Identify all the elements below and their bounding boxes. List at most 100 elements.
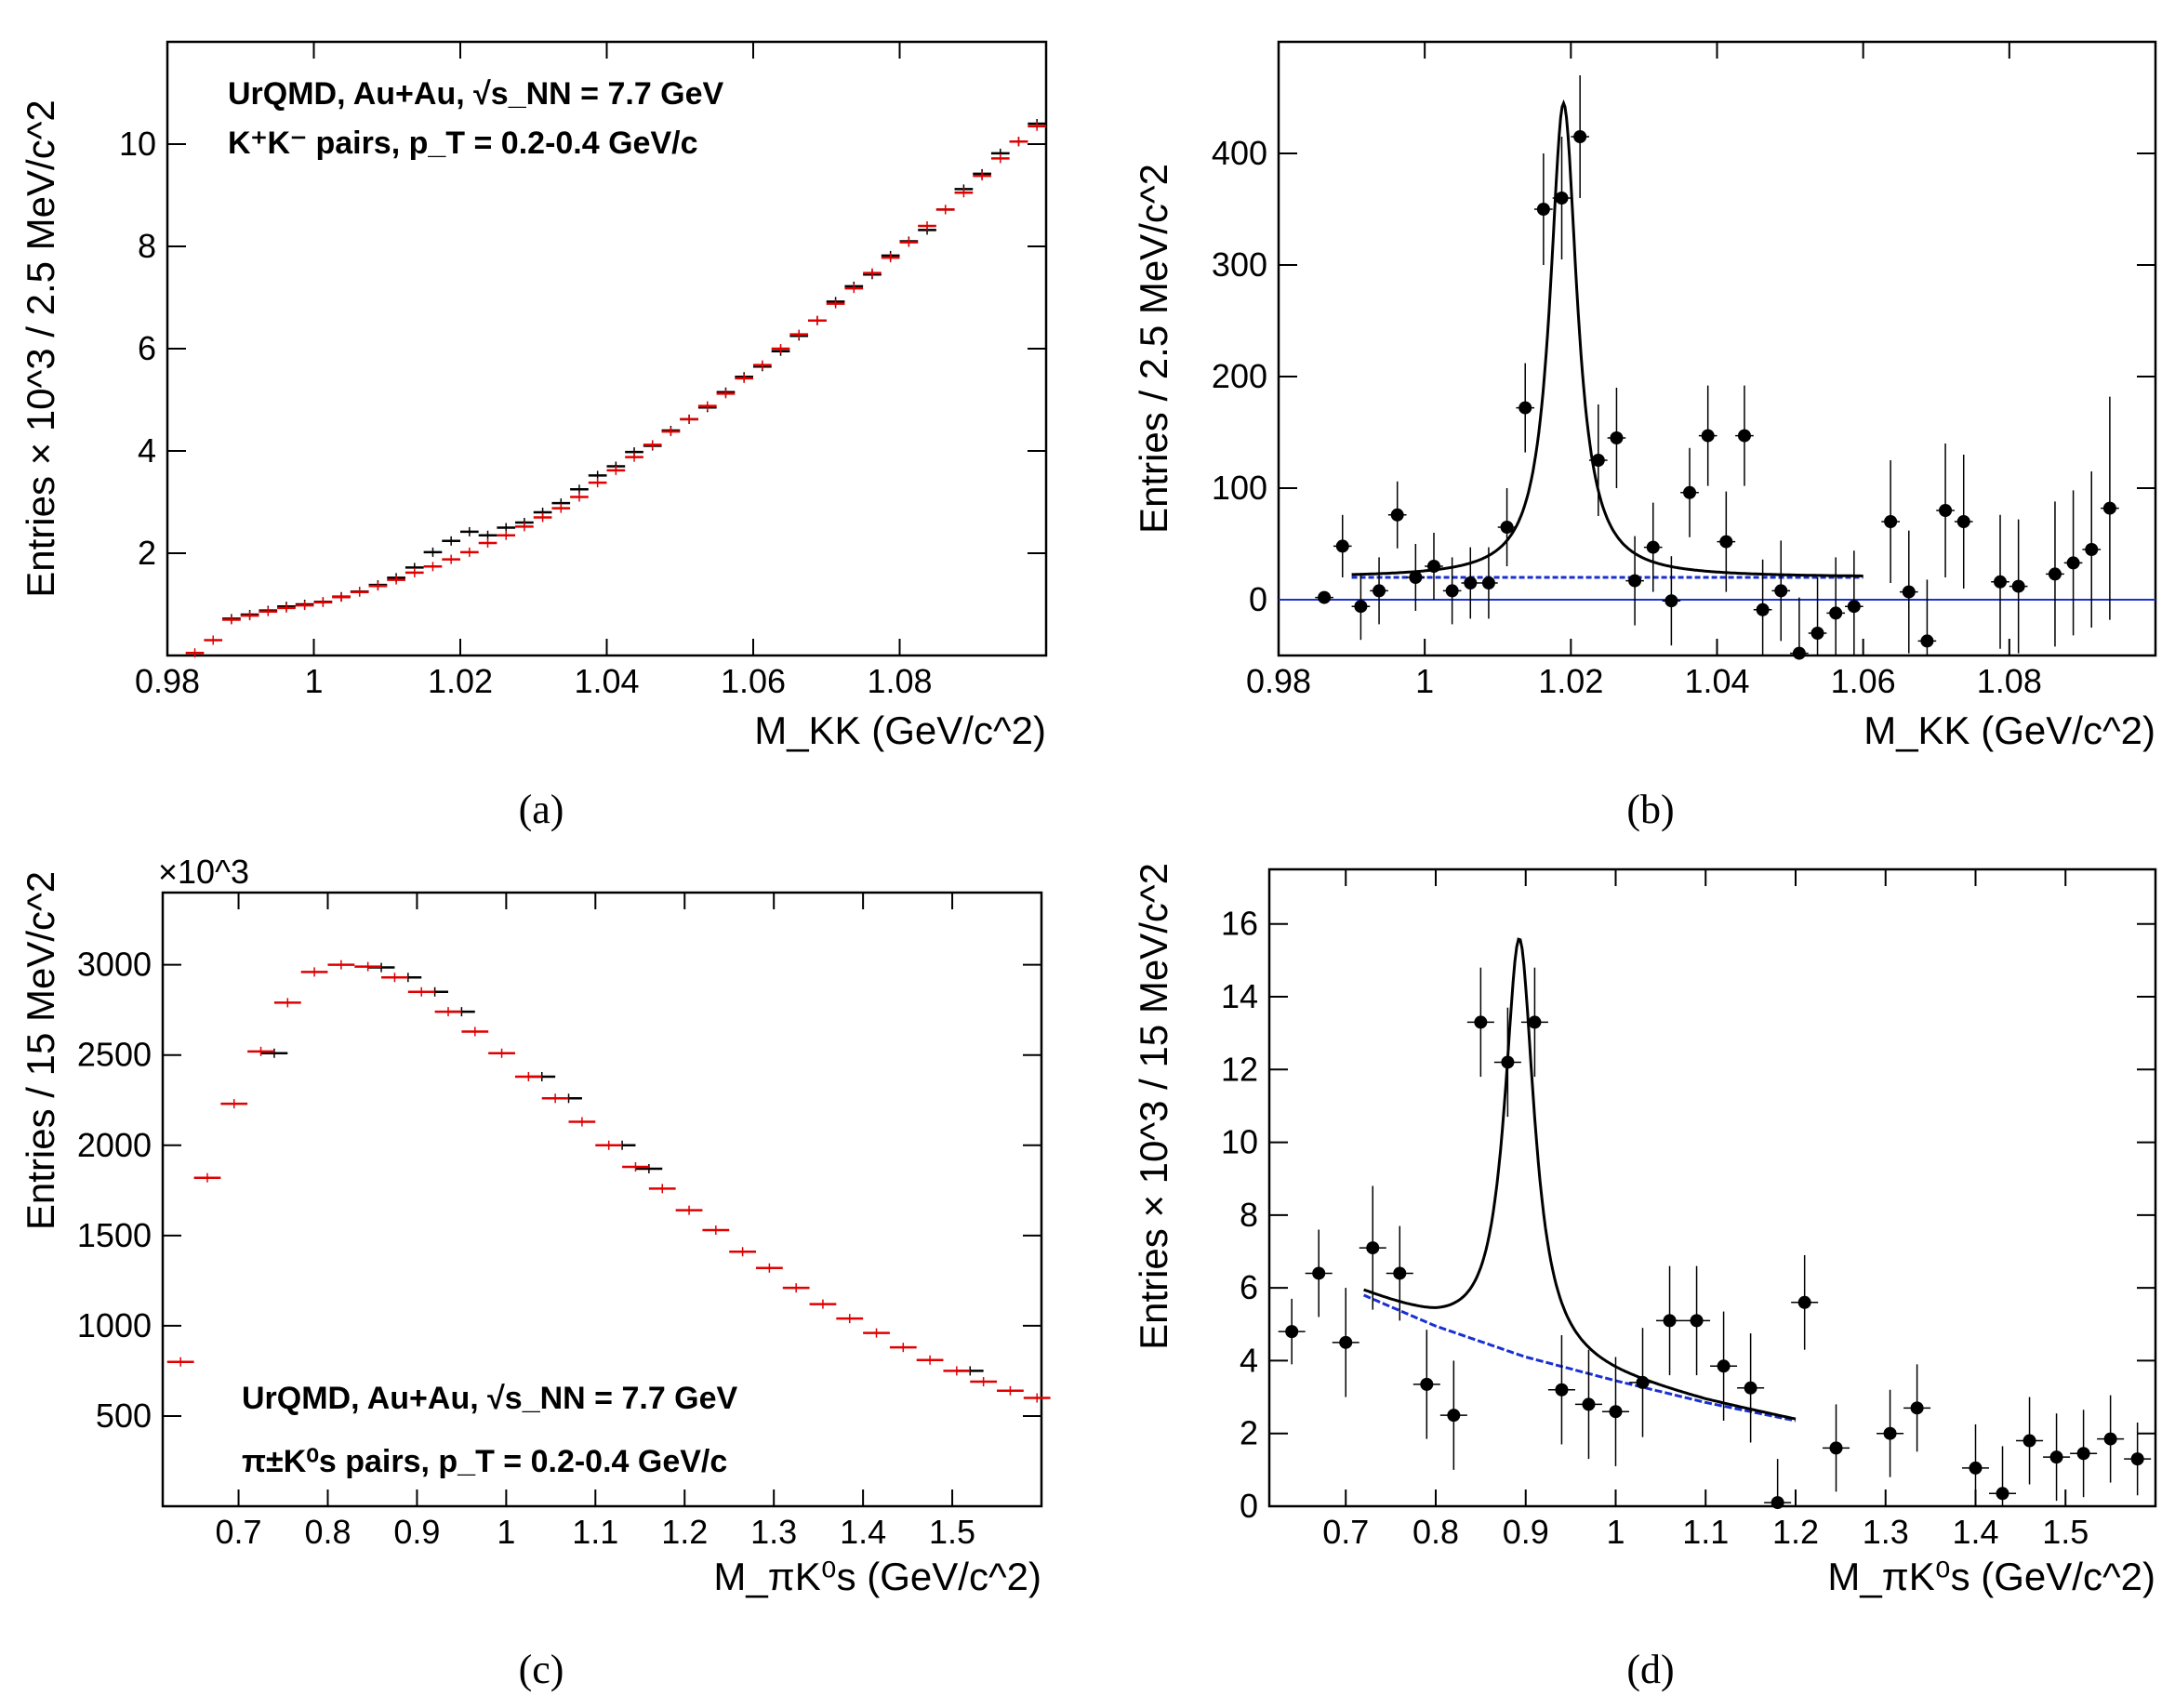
x-tick-label: 0.9 <box>1503 1513 1549 1551</box>
x-tick-label: 1.1 <box>1682 1513 1729 1551</box>
panel-b-x-label: M_KK (GeV/c^2) <box>1863 708 2155 752</box>
x-tick-label: 0.7 <box>1322 1513 1369 1551</box>
panel-a-x-label: M_KK (GeV/c^2) <box>754 708 1046 752</box>
x-tick-label: 1.04 <box>1684 662 1749 700</box>
data-point <box>1500 521 1514 534</box>
data-point <box>1797 1295 1811 1309</box>
y-tick-label: 200 <box>1212 357 1267 395</box>
data-point <box>1555 192 1569 205</box>
y-tick-label: 8 <box>138 227 156 265</box>
x-tick-label: 1 <box>497 1513 515 1551</box>
y-tick-label: 4 <box>1240 1341 1258 1379</box>
data-point <box>1285 1325 1299 1339</box>
data-point <box>1847 600 1861 614</box>
panel-c-y-label: Entries / 15 MeV/c^2 <box>19 871 62 1230</box>
panel-c-frame <box>161 891 1043 1508</box>
x-tick-label: 1 <box>1415 662 1434 700</box>
data-point <box>1744 1381 1757 1395</box>
panel-c-multiplier: ×10^3 <box>158 853 249 891</box>
data-point <box>1610 431 1624 444</box>
x-tick-label: 1 <box>1606 1513 1625 1551</box>
data-point <box>1646 540 1660 554</box>
y-tick-label: 100 <box>1212 469 1267 507</box>
y-tick-label: 300 <box>1212 245 1267 284</box>
data-point <box>1756 602 1770 616</box>
x-tick-label: 1.1 <box>572 1513 618 1551</box>
data-point <box>1519 401 1532 415</box>
data-point <box>1690 1314 1704 1328</box>
x-tick-label: 1.06 <box>1831 662 1896 700</box>
y-tick-label: 2500 <box>77 1036 152 1074</box>
x-tick-label: 1.02 <box>428 662 493 700</box>
x-tick-label: 1.4 <box>840 1513 886 1551</box>
data-point <box>2048 567 2062 581</box>
data-point <box>1996 1487 2009 1501</box>
y-tick-label: 6 <box>1240 1268 1258 1306</box>
data-point <box>2066 556 2080 570</box>
panel-b-marks <box>1279 75 2155 660</box>
panel-b-y-label: Entries / 2.5 MeV/c^2 <box>1132 164 1175 534</box>
y-tick-label: 10 <box>1221 1123 1258 1161</box>
y-tick-label: 3000 <box>77 946 152 984</box>
data-point <box>1464 576 1478 589</box>
data-point <box>1555 1383 1569 1397</box>
panel-c: 0.7 0.8 0.9 1 1.1 1.2 1.3 1.4 1.5 500 1000 1500 2000… <box>19 853 1051 1692</box>
data-point <box>2102 501 2116 515</box>
data-point <box>1628 574 1642 588</box>
y-tick-label: 1500 <box>77 1216 152 1254</box>
y-tick-label: 6 <box>138 329 156 367</box>
x-tick-label: 1.3 <box>1863 1513 1909 1551</box>
data-point <box>1884 515 1898 528</box>
data-point <box>1609 1405 1623 1419</box>
data-point <box>1829 606 1843 620</box>
y-tick-label: 10 <box>119 125 156 163</box>
data-point <box>2076 1447 2090 1461</box>
data-point <box>1318 590 1332 604</box>
x-tick-label: 1 <box>304 662 323 700</box>
x-tick-label: 1.3 <box>750 1513 797 1551</box>
data-point <box>1956 515 1970 528</box>
panel-c-annotation-1: UrQMD, Au+Au, √s_NN = 7.7 GeV <box>242 1381 738 1416</box>
data-point <box>1312 1266 1326 1280</box>
panel-a: 0.98 1 1.02 1.04 1.06 1.08 2 4 6 8 10 UrQMD, Au+Au… <box>19 40 1048 832</box>
data-point <box>1902 585 1916 599</box>
x-tick-label: 1.2 <box>661 1513 708 1551</box>
data-point <box>1393 1266 1407 1280</box>
data-point <box>2022 1434 2036 1448</box>
x-tick-label: 1.2 <box>1772 1513 1819 1551</box>
signal-fit-curve <box>1363 937 1797 1421</box>
y-tick-label: 14 <box>1221 977 1258 1015</box>
data-point <box>2130 1452 2144 1466</box>
data-point <box>2103 1432 2117 1446</box>
panel-b: 0.98 1 1.02 1.04 1.06 1.08 0 100 200 300 400 Entri… <box>1132 40 2157 832</box>
y-tick-label: 2000 <box>77 1126 152 1164</box>
data-point <box>1939 504 1953 517</box>
data-point <box>1591 454 1605 467</box>
x-tick-label: 1.08 <box>867 662 932 700</box>
data-point <box>1366 1241 1380 1255</box>
y-tick-label: 2 <box>1240 1414 1258 1452</box>
data-point <box>1573 130 1587 143</box>
data-point <box>1664 594 1678 608</box>
background-fit-curve <box>1363 1293 1797 1423</box>
data-point <box>1636 1375 1650 1389</box>
y-tick-label: 16 <box>1221 905 1258 943</box>
y-tick-label: 2 <box>138 534 156 572</box>
data-point <box>1373 584 1386 598</box>
data-point <box>2049 1450 2063 1464</box>
data-point <box>1737 429 1751 443</box>
data-point <box>1420 1377 1434 1391</box>
y-tick-label: 0 <box>1249 580 1267 618</box>
x-tick-label: 0.9 <box>393 1513 440 1551</box>
panel-a-marks <box>185 119 1046 658</box>
data-point <box>1771 1496 1784 1510</box>
data-point <box>1447 1409 1461 1423</box>
panel-d: 0.7 0.8 0.9 1 1.1 1.2 1.3 1.4 1.5 0 2 4 6 8 10 12 14 16 E… <box>1132 863 2157 1692</box>
y-tick-label: 500 <box>96 1397 152 1435</box>
panel-a-ticks: 0.98 1 1.02 1.04 1.06 1.08 2 4 6 8 10 <box>119 42 1046 700</box>
panel-c-x-label: M_πK⁰s (GeV/c^2) <box>713 1555 1041 1598</box>
y-tick-label: 1000 <box>77 1306 152 1344</box>
x-tick-label: 0.7 <box>216 1513 262 1551</box>
data-point <box>1774 584 1788 598</box>
